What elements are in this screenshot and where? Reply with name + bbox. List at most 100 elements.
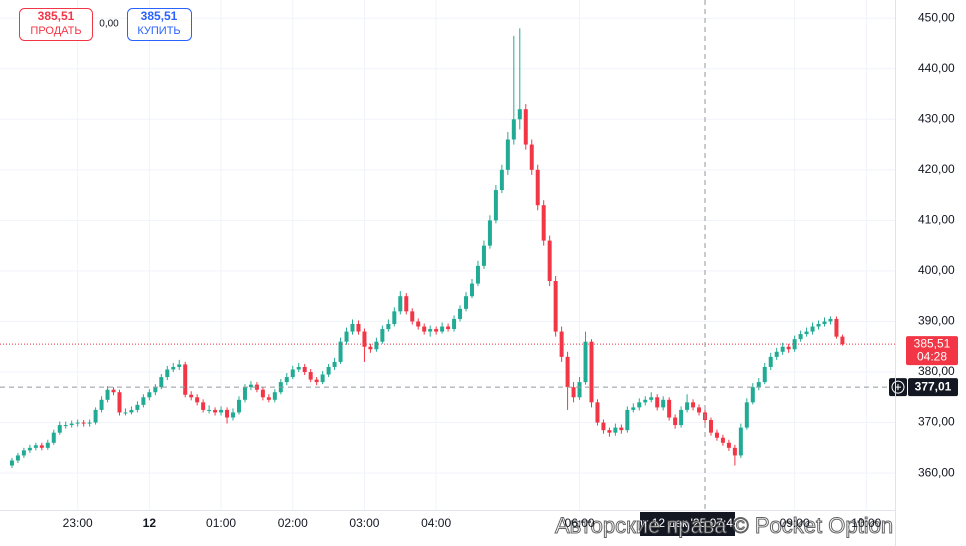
candle-body [720, 437, 725, 443]
watermark: Авторские права © Pocket Option [555, 513, 893, 538]
candle-body [840, 336, 845, 345]
candle-body [517, 109, 522, 120]
candle-body [428, 329, 433, 332]
candles [9, 28, 845, 469]
y-tick-label: 420,00 [918, 162, 955, 176]
y-tick-label: 400,00 [918, 263, 955, 277]
candle-body [296, 366, 301, 370]
candle-body [469, 283, 474, 297]
candle-body [260, 389, 265, 398]
candle-body [57, 425, 62, 433]
candle-body [272, 392, 277, 400]
candle-body [195, 397, 200, 403]
candle-body [147, 392, 152, 398]
candle-body [290, 369, 295, 378]
y-tick-label: 380,00 [918, 364, 955, 378]
candle-body [93, 409, 98, 423]
grid [0, 0, 895, 510]
last-price-timer: 04:28 [917, 349, 947, 363]
candle-body [750, 387, 755, 403]
y-tick-label: 430,00 [918, 111, 955, 125]
y-tick-label: 370,00 [918, 415, 955, 429]
candle-body [732, 447, 737, 456]
candle-body [248, 384, 253, 388]
candle-body [326, 366, 331, 375]
candle-body [284, 377, 289, 383]
candle-body [505, 139, 510, 170]
candle-body [458, 308, 463, 319]
last-price-label: 385,51 [914, 336, 951, 350]
candle-body [21, 450, 26, 456]
candle-body [225, 409, 230, 418]
candle-body [314, 379, 319, 383]
candle-body [266, 397, 271, 400]
plus-icon [891, 380, 905, 394]
candle-body [613, 427, 618, 433]
candle-body [464, 296, 469, 309]
x-tick-label: 12 [143, 516, 157, 530]
candle-body [159, 377, 164, 388]
candle-body [33, 445, 38, 448]
sell-label: ПРОДАТЬ [30, 25, 81, 37]
candle-body [541, 205, 546, 241]
x-tick-label: 01:00 [206, 516, 236, 530]
candle-body [661, 399, 666, 408]
candle-body [320, 374, 325, 383]
candle-body [362, 331, 367, 347]
y-tick-label: 360,00 [918, 465, 955, 479]
candle-body [368, 346, 373, 350]
candle-body [39, 445, 44, 448]
candle-body [643, 399, 648, 403]
candle-body [631, 407, 636, 410]
candle-body [75, 422, 80, 424]
candle-body [165, 369, 170, 378]
candle-body [350, 323, 355, 332]
candle-body [135, 404, 140, 410]
candle-body [798, 334, 803, 340]
candle-body [219, 409, 224, 413]
candle-body [601, 422, 606, 431]
candle-body [231, 412, 236, 418]
candle-body [51, 432, 56, 443]
candle-body [452, 318, 457, 330]
candle-body [511, 119, 516, 140]
candle-body [105, 389, 110, 400]
candle-body [762, 366, 767, 383]
candle-body [386, 323, 391, 330]
trade-panel: 385,51 ПРОДАТЬ 0,00 385,51 КУПИТЬ [19, 8, 192, 41]
candle-body [123, 412, 128, 414]
candle-body [529, 144, 534, 170]
candle-body [499, 169, 504, 191]
candle-body [487, 220, 492, 246]
candle-body [374, 341, 379, 350]
candle-body [786, 346, 791, 350]
candle-body [595, 402, 600, 423]
y-tick-label: 410,00 [918, 213, 955, 227]
buy-button[interactable] [127, 8, 192, 41]
crosshair-price-label: 377,01 [915, 379, 952, 393]
candle-body [565, 356, 570, 388]
sell-button[interactable] [19, 8, 93, 41]
candle-body [153, 387, 158, 393]
candle-body [207, 409, 212, 411]
candle-body [547, 240, 552, 282]
candle-body [308, 372, 313, 380]
candle-body [583, 341, 588, 383]
candle-body [422, 326, 427, 332]
candle-body [141, 397, 146, 405]
candle-body [691, 402, 696, 408]
candle-body [834, 318, 839, 337]
y-tick-label: 440,00 [918, 61, 955, 75]
spread: 0,00 [99, 19, 119, 30]
candle-body [816, 323, 821, 327]
candle-body [440, 326, 445, 332]
candle-body [9, 460, 14, 466]
candle-body [117, 392, 122, 413]
candle-body [589, 341, 594, 403]
candle-body [177, 364, 182, 367]
candle-body [242, 387, 247, 400]
candle-body [45, 442, 50, 448]
candle-body [481, 245, 486, 266]
